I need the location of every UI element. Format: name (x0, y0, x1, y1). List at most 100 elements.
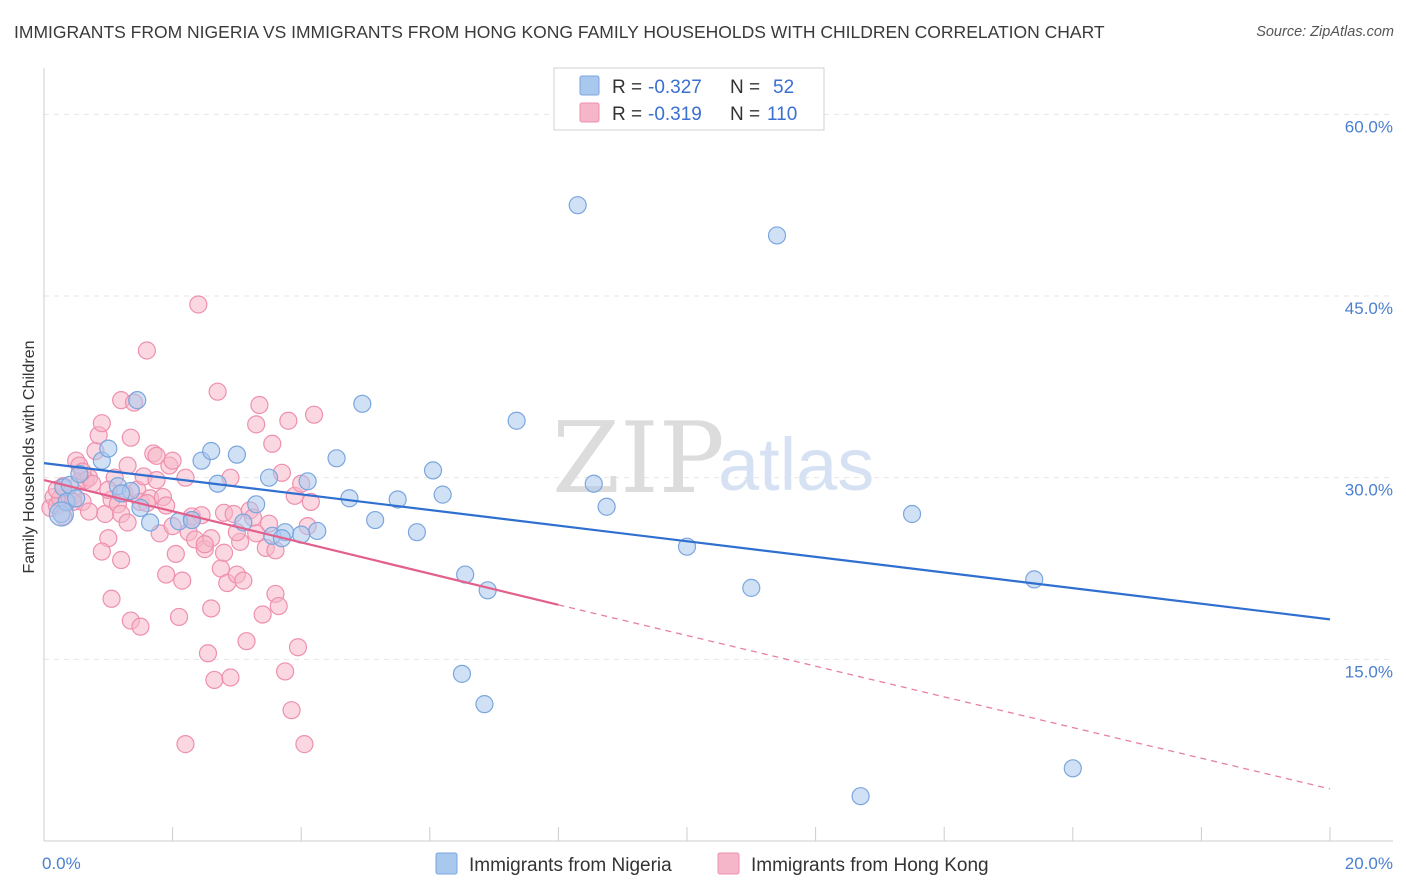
point-nigeria (507, 411, 526, 430)
point-hongkong (234, 571, 253, 590)
point-hongkong (276, 662, 295, 681)
point-hongkong (214, 543, 234, 562)
legend-swatch-nigeria (579, 75, 600, 96)
series-label-hongkong: Immigrants from Hong Kong (751, 855, 989, 876)
trend-line-nigeria (43, 462, 1331, 621)
point-nigeria (851, 787, 870, 806)
point-hongkong (250, 395, 269, 415)
point-hongkong (195, 535, 214, 554)
watermark: ZIP atlas (552, 402, 874, 516)
point-hongkong (288, 638, 308, 657)
point-hongkong (169, 607, 189, 627)
point-hongkong (121, 428, 140, 447)
series-legend: Immigrants from Nigeria Immigrants from … (435, 852, 989, 876)
legend-swatch-hongkong (579, 102, 600, 123)
point-nigeria (308, 521, 327, 541)
y-axis-label: Family Households with Children (21, 341, 38, 574)
point-hongkong (237, 632, 256, 651)
point-nigeria (1063, 759, 1082, 778)
y-tick-label: 45.0% (1345, 299, 1393, 318)
point-nigeria (407, 523, 427, 542)
tick-labels: 15.0% 30.0% 45.0% 60.0% 0.0% 20.0% (42, 117, 1393, 873)
point-hongkong (301, 492, 320, 511)
legend-n-label-hongkong: N = (730, 104, 760, 125)
correlation-legend: R = -0.327 N = 52 R = -0.319 N = 110 (553, 67, 825, 131)
legend-r-value-hongkong: -0.319 (648, 104, 702, 125)
y-tick-label: 15.0% (1345, 662, 1393, 681)
point-hongkong (282, 701, 301, 720)
point-nigeria (452, 664, 472, 683)
point-hongkong (147, 470, 166, 490)
point-nigeria (298, 472, 317, 491)
point-hongkong (176, 735, 195, 754)
point-nigeria (353, 394, 372, 413)
point-nigeria (902, 504, 922, 524)
point-nigeria (202, 441, 221, 461)
point-nigeria (584, 474, 603, 493)
trend-line-hongkong (43, 479, 559, 606)
point-nigeria (327, 449, 346, 468)
point-hongkong (269, 596, 288, 616)
series-label-nigeria: Immigrants from Nigeria (469, 855, 672, 876)
point-nigeria (433, 485, 452, 504)
legend-n-value-nigeria: 52 (773, 77, 794, 98)
point-nigeria (247, 495, 266, 514)
series-swatch-hongkong (717, 852, 740, 875)
legend-r-value-nigeria: -0.327 (648, 77, 702, 98)
point-hongkong (279, 411, 298, 430)
point-nigeria (140, 513, 160, 532)
point-nigeria (99, 439, 118, 458)
point-hongkong (304, 405, 324, 424)
point-hongkong (202, 599, 221, 618)
point-nigeria (568, 196, 587, 215)
point-nigeria (259, 468, 279, 487)
point-nigeria (128, 391, 147, 410)
point-nigeria (1025, 570, 1044, 589)
watermark-atlas: atlas (718, 423, 874, 506)
point-hongkong (137, 341, 156, 360)
point-hongkong (112, 550, 131, 570)
point-nigeria (340, 489, 359, 508)
point-hongkong (147, 446, 166, 465)
point-hongkong (205, 670, 224, 690)
y-tick-label: 60.0% (1345, 117, 1393, 136)
legend-r-label-nigeria: R = (612, 77, 642, 98)
legend-n-label-nigeria: N = (730, 77, 760, 98)
watermark-zip: ZIP (552, 402, 725, 516)
y-tick-label: 30.0% (1345, 481, 1393, 500)
point-nigeria (742, 578, 761, 597)
point-hongkong (198, 644, 218, 663)
point-nigeria (475, 695, 494, 714)
data-points (41, 196, 1082, 806)
trend-lines (43, 462, 1331, 790)
series-swatch-nigeria (435, 852, 458, 875)
point-nigeria (70, 464, 89, 484)
point-hongkong (118, 513, 137, 532)
point-nigeria (388, 490, 407, 509)
point-hongkong (247, 415, 266, 434)
point-hongkong (189, 295, 208, 314)
legend-r-label-hongkong: R = (612, 104, 642, 125)
legend-n-value-hongkong: 110 (767, 104, 797, 125)
point-hongkong (163, 451, 182, 470)
point-nigeria (67, 489, 86, 508)
point-hongkong (157, 565, 176, 584)
point-nigeria (423, 461, 443, 480)
point-hongkong (173, 571, 192, 590)
point-hongkong (253, 605, 272, 624)
point-hongkong (92, 414, 111, 433)
point-hongkong (102, 589, 121, 608)
chart-title: IMMIGRANTS FROM NIGERIA VS IMMIGRANTS FR… (14, 22, 1105, 42)
point-hongkong (92, 542, 111, 561)
point-hongkong (131, 617, 150, 636)
x-tick-label: 20.0% (1345, 854, 1393, 873)
point-nigeria (478, 581, 497, 600)
point-hongkong (295, 735, 314, 754)
point-hongkong (263, 434, 282, 453)
point-nigeria (366, 510, 385, 530)
point-hongkong (208, 382, 227, 401)
point-nigeria (767, 226, 787, 245)
point-nigeria (597, 497, 616, 516)
source-credit: Source: ZipAtlas.com (1256, 24, 1394, 40)
